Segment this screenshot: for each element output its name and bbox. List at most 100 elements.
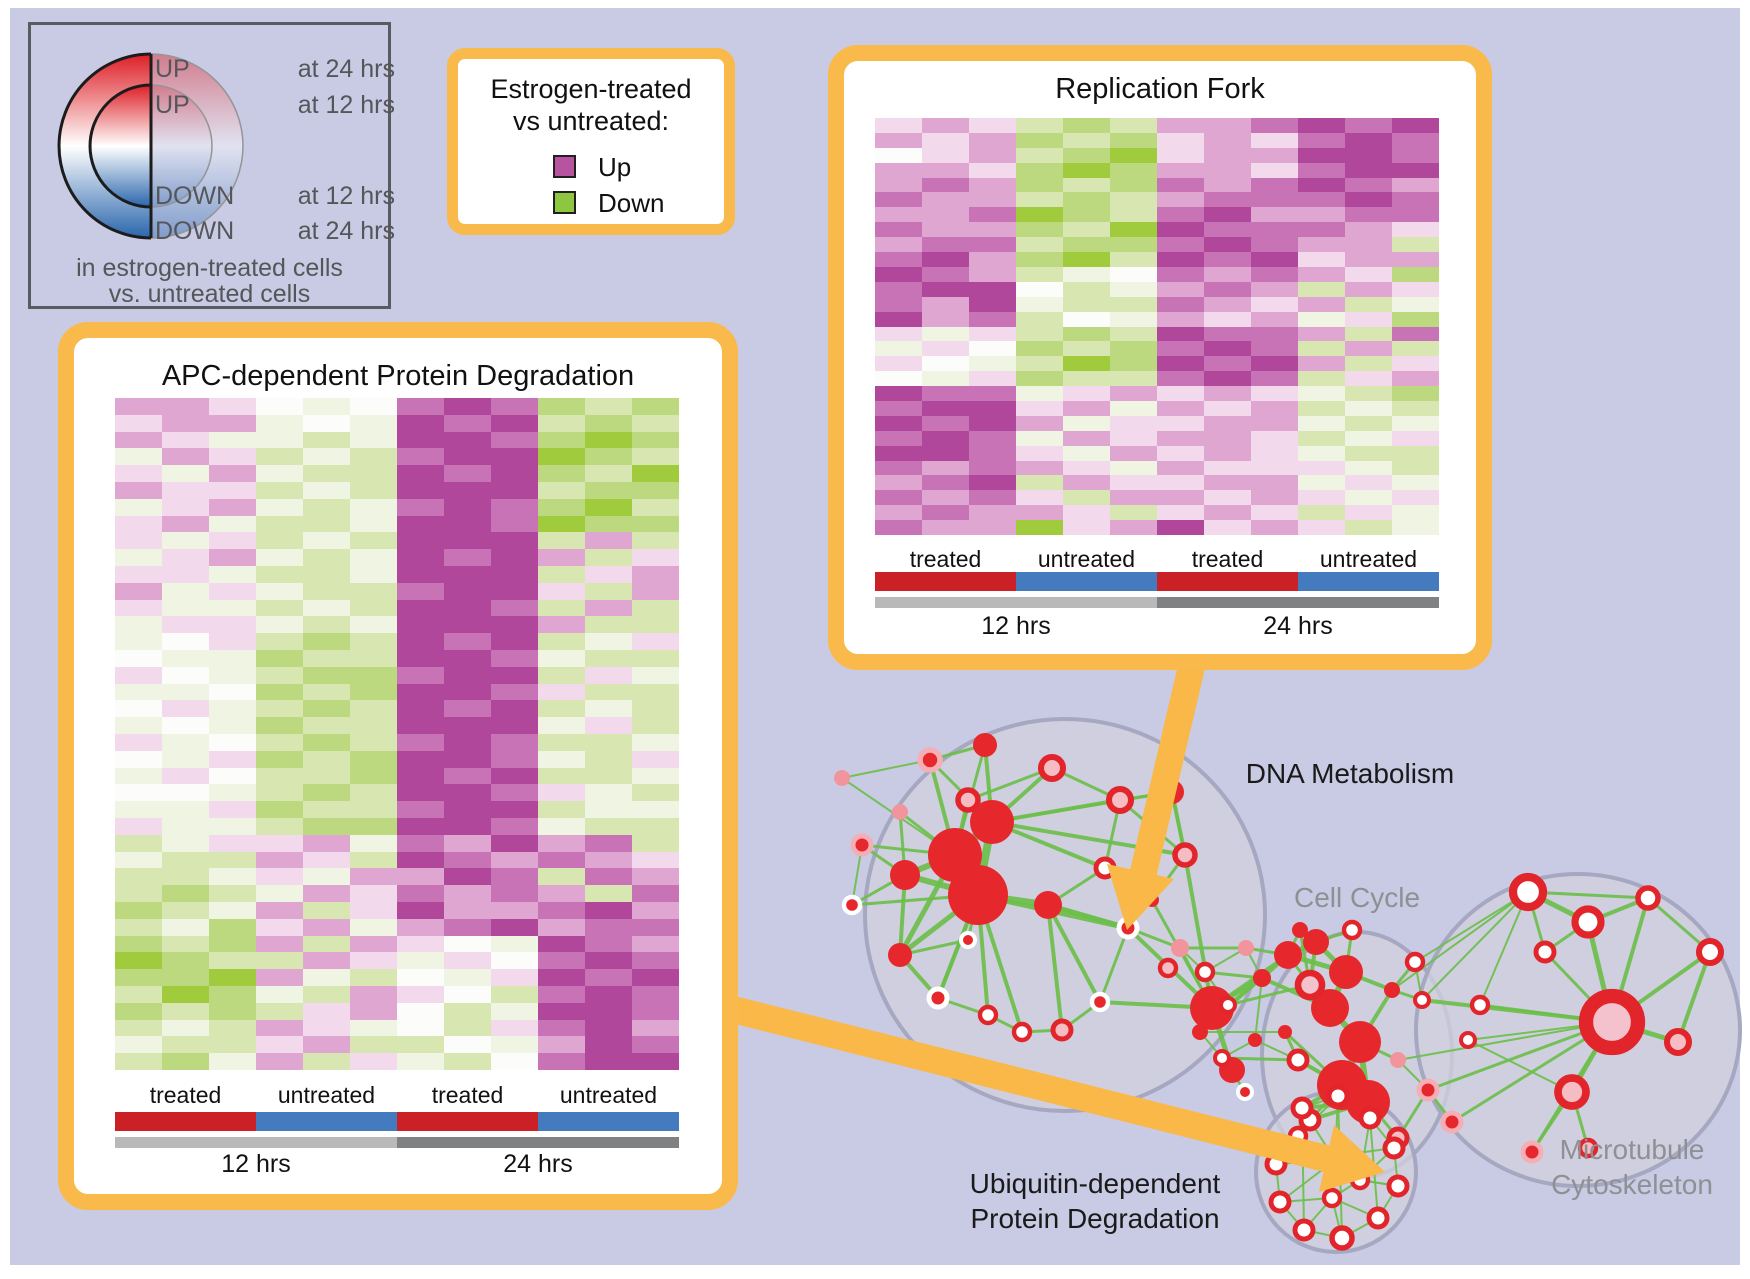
heatmap-cell — [1392, 356, 1439, 372]
heatmap-cell — [1016, 445, 1063, 461]
apc-heatmap — [115, 398, 679, 1070]
heatmap-cell — [303, 935, 350, 953]
heatmap-cell — [1157, 505, 1204, 521]
heatmap-cell — [922, 445, 969, 461]
heatmap-cell — [209, 599, 256, 617]
heatmap-cell — [585, 532, 632, 550]
heatmap-cell — [1157, 356, 1204, 372]
heatmap-cell — [969, 445, 1016, 461]
heatmap-cell — [350, 683, 397, 701]
heatmap-cell — [350, 700, 397, 718]
network-node — [1413, 991, 1431, 1009]
heatmap-cell — [162, 481, 209, 499]
network-node — [1366, 1206, 1390, 1230]
heatmap-cell — [256, 801, 303, 818]
heatmap-cell — [538, 885, 585, 902]
heatmap-cell — [1016, 177, 1063, 193]
heatmap-cell — [444, 549, 491, 566]
heatmap-cell — [1157, 222, 1204, 238]
heatmap-cell — [1110, 132, 1157, 148]
heatmap-cell — [1298, 386, 1345, 401]
heatmap-cell — [209, 851, 256, 869]
apc-title: APC-dependent Protein Degradation — [161, 360, 635, 392]
heatmap-cell — [209, 1019, 256, 1037]
network-node — [1194, 961, 1216, 983]
heatmap-cell — [303, 784, 350, 802]
network-node — [1311, 989, 1349, 1027]
heatmap-cell — [1251, 296, 1298, 312]
heatmap-cell — [1298, 371, 1345, 387]
heatmap-cell — [632, 515, 679, 533]
heatmap-cell — [350, 901, 397, 919]
heatmap-cell — [632, 885, 679, 902]
heatmap-cell — [632, 599, 679, 617]
heatmap-cell — [1392, 162, 1439, 178]
heatmap-cell — [162, 801, 209, 818]
heatmap-cell — [491, 733, 538, 751]
heatmap-cell — [491, 481, 538, 499]
heatmap-cell — [1298, 326, 1345, 342]
heatmap-cell — [969, 371, 1016, 387]
heatmap-cell — [256, 918, 303, 936]
heatmap-cell — [1345, 192, 1392, 208]
heatmap-cell — [632, 784, 679, 802]
heatmap-cell — [162, 784, 209, 802]
heatmap-cell — [162, 1053, 209, 1070]
heatmap-cell — [162, 901, 209, 919]
heatmap-cell — [491, 515, 538, 533]
heatmap-cell — [350, 616, 397, 634]
heatmap-cell — [397, 801, 444, 818]
heatmap-cell — [209, 465, 256, 482]
heatmap-cell — [585, 868, 632, 886]
heatmap-cell — [1298, 341, 1345, 357]
network-node — [1520, 1140, 1544, 1164]
heatmap-cell — [444, 582, 491, 600]
heatmap-cell — [491, 599, 538, 617]
network-edge — [1479, 891, 1529, 1006]
heatmap-cell — [444, 901, 491, 919]
heatmap-cell — [1345, 326, 1392, 342]
network-node — [1011, 1021, 1033, 1043]
heatmap-cell — [922, 177, 969, 193]
heatmap-cell — [538, 599, 585, 617]
heatmap-cell — [538, 649, 585, 667]
heatmap-cell — [538, 683, 585, 701]
heatmap-cell — [969, 490, 1016, 506]
heatmap-cell — [162, 851, 209, 869]
heatmap-cell — [1204, 475, 1251, 491]
apc-condition-labels: treated untreated treated untreated — [115, 1082, 679, 1109]
heatmap-cell — [1251, 415, 1298, 431]
heatmap-cell — [1251, 147, 1298, 163]
heatmap-cell — [1016, 281, 1063, 297]
heatmap-cell — [350, 582, 397, 600]
heatmap-cell — [538, 414, 585, 432]
heatmap-cell — [1157, 400, 1204, 416]
heatmap-cell — [115, 817, 162, 835]
heatmap-cell — [1110, 505, 1157, 521]
heatmap-cell — [1204, 252, 1251, 267]
network-node — [1253, 969, 1271, 987]
heatmap-cell — [1204, 222, 1251, 238]
heatmap-cell — [538, 834, 585, 852]
heatmap-cell — [350, 834, 397, 852]
heatmap-cell — [538, 767, 585, 785]
heatmap-cell — [397, 398, 444, 415]
heatmap-cell — [1251, 132, 1298, 148]
heatmap-cell — [1345, 490, 1392, 506]
heatmap-cell — [632, 717, 679, 734]
heatmap-cell — [1345, 505, 1392, 521]
heatmap-cell — [1016, 132, 1063, 148]
ring-label-up-outer: UP — [155, 55, 190, 83]
network-edge — [1098, 927, 1130, 1003]
heatmap-cell — [1016, 326, 1063, 342]
heatmap-cell — [491, 549, 538, 566]
time-label: 12 hrs — [981, 612, 1051, 640]
heatmap-cell — [538, 582, 585, 600]
network-node — [1050, 1018, 1074, 1042]
condition-bar-segment — [538, 1112, 679, 1131]
heatmap-cell — [585, 901, 632, 919]
heatmap-cell — [1345, 281, 1392, 297]
network-edge — [967, 766, 1053, 802]
heatmap-cell — [350, 1002, 397, 1020]
heatmap-cell — [1016, 222, 1063, 238]
